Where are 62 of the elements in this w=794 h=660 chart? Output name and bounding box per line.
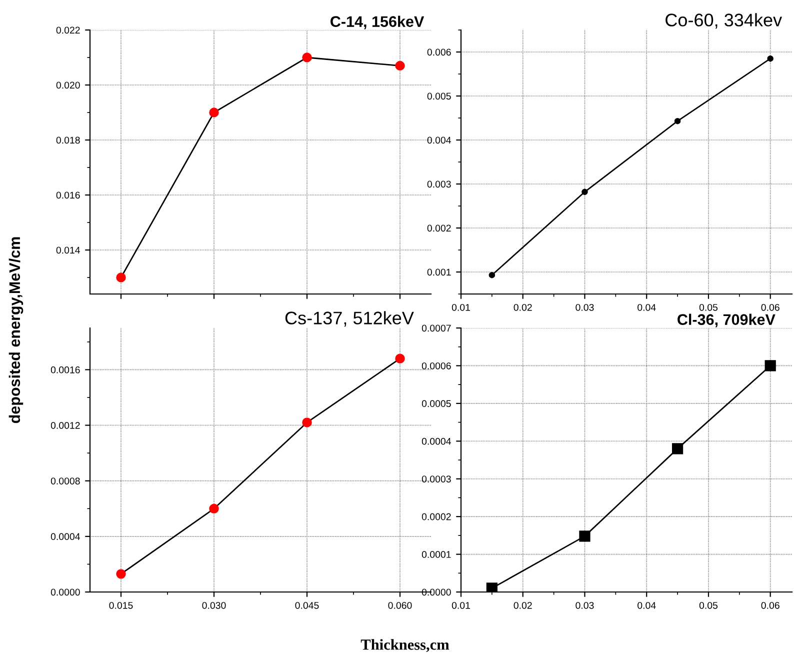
- y-tick-label: 0.0000: [422, 588, 451, 596]
- y-tick-label: 0.005: [427, 92, 451, 100]
- point: [672, 443, 684, 454]
- x-tick-label: 0.04: [638, 304, 656, 311]
- point: [302, 418, 312, 428]
- point: [209, 108, 219, 118]
- y-tick-label: 0.0004: [422, 438, 451, 445]
- y-tick-label: 0.003: [427, 180, 451, 188]
- y-axis-title: deposited energy,MeV/cm: [8, 237, 24, 424]
- y-tick-label: 0.002: [427, 224, 451, 232]
- x-tick-label: 0.015: [109, 602, 133, 609]
- y-tick-label: 0.0012: [50, 422, 80, 429]
- y-tick-label: 0.0002: [422, 513, 451, 520]
- point: [582, 188, 588, 196]
- x-axis-title: Thickness,cm: [360, 639, 450, 652]
- y-tick-label: 0.0006: [422, 362, 451, 370]
- x-tick-label: 0.02: [514, 304, 532, 311]
- x-tick-label: 0.06: [761, 602, 780, 609]
- y-tick-label: 0.0001: [422, 551, 451, 558]
- point: [764, 360, 776, 372]
- point: [395, 60, 405, 71]
- y-tick-label: 0.018: [56, 136, 80, 144]
- y-tick-label: 0.020: [56, 82, 80, 89]
- x-tick-label: 0.05: [699, 304, 718, 311]
- x-tick-label: 0.01: [452, 304, 470, 311]
- point: [302, 52, 312, 62]
- point: [579, 530, 590, 542]
- x-tick-label: 0.04: [638, 602, 656, 609]
- y-tick-label: 0.014: [56, 246, 80, 254]
- y-tick-label: 0.001: [427, 268, 451, 276]
- point: [488, 272, 496, 278]
- y-tick-label: 0.0007: [422, 324, 451, 332]
- x-tick-label: 0.02: [514, 602, 532, 609]
- y-tick-label: 0.022: [56, 26, 80, 34]
- y-tick-label: 0.0016: [50, 366, 80, 374]
- chart-title: Co-60, 334kev: [666, 13, 782, 29]
- y-tick-label: 0.0008: [50, 478, 80, 484]
- y-tick-label: 0.004: [427, 136, 451, 144]
- point: [116, 569, 126, 579]
- x-tick-label: 0.030: [202, 602, 226, 609]
- y-tick-label: 0.0004: [50, 533, 80, 540]
- point: [209, 504, 219, 514]
- x-tick-label: 0.06: [761, 304, 780, 311]
- point: [767, 55, 774, 62]
- y-tick-label: 0.0000: [50, 588, 80, 596]
- x-tick-label: 0.05: [699, 602, 718, 609]
- x-tick-label: 0.01: [452, 602, 470, 609]
- y-tick-label: 0.0005: [422, 400, 451, 408]
- y-tick-label: 0.016: [56, 192, 80, 199]
- x-tick-label: 0.045: [295, 602, 319, 609]
- point: [116, 272, 126, 282]
- point: [395, 354, 405, 364]
- chart-title: Cs-137, 512keV: [285, 311, 414, 327]
- chart-title: C-14, 156keV: [330, 16, 424, 30]
- y-tick-label: 0.006: [427, 48, 451, 56]
- point: [674, 118, 681, 124]
- x-tick-label: 0.060: [388, 602, 412, 609]
- point: [486, 582, 498, 592]
- chart-title: Cl-36, 709keV: [678, 314, 776, 328]
- x-tick-label: 0.03: [576, 602, 594, 609]
- x-tick-label: 0.03: [576, 304, 594, 311]
- y-tick-label: 0.0003: [422, 476, 451, 482]
